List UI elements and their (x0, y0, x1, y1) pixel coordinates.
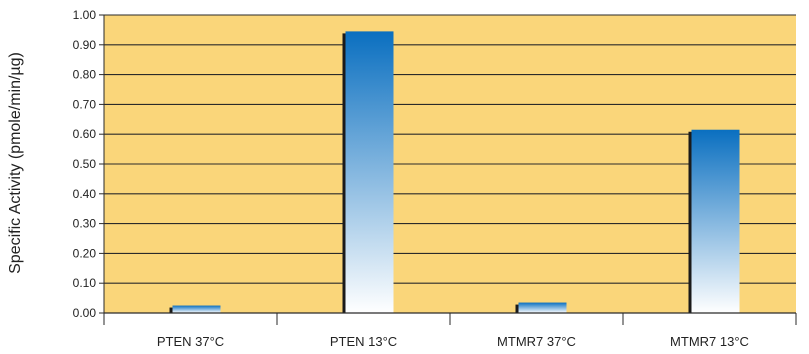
x-axis: PTEN 37°C PTEN 13°C MTMR7 37°C MTMR7 13°C (103, 312, 797, 349)
y-axis-title: Specific Activity (pmole/min/µg) (7, 52, 24, 274)
y-tick-label: 0.50 (73, 157, 97, 171)
x-tick-label: MTMR7 37°C (497, 334, 576, 349)
y-tick-label: 0.40 (73, 187, 97, 201)
bar-group (515, 302, 567, 313)
bar-group (169, 305, 221, 313)
y-tick-label: 0.10 (73, 276, 97, 290)
bar (518, 302, 567, 313)
bar (345, 31, 394, 313)
bar-group (688, 129, 740, 313)
y-tick-label: 1.00 (73, 8, 97, 22)
y-tick-label: 0.70 (73, 97, 97, 111)
bars (169, 31, 740, 313)
bar (691, 129, 740, 313)
x-tick-label: MTMR7 13°C (670, 334, 749, 349)
y-tick-label: 0.20 (73, 246, 97, 260)
y-tick-label: 0.60 (73, 127, 97, 141)
y-tick-label: 0.90 (73, 38, 97, 52)
y-tick-label: 0.30 (73, 217, 97, 231)
y-axis-ticks: 0.00 0.10 0.20 0.30 0.40 0.50 0.60 0.70 0.80 0.90… (73, 8, 105, 320)
bar (172, 305, 221, 313)
bar-group (342, 31, 394, 313)
x-tick-label: PTEN 37°C (157, 334, 224, 349)
y-tick-label: 0.80 (73, 68, 97, 82)
gridlines (104, 14, 796, 314)
x-tick-label: PTEN 13°C (330, 334, 397, 349)
y-tick-label: 0.00 (73, 306, 97, 320)
